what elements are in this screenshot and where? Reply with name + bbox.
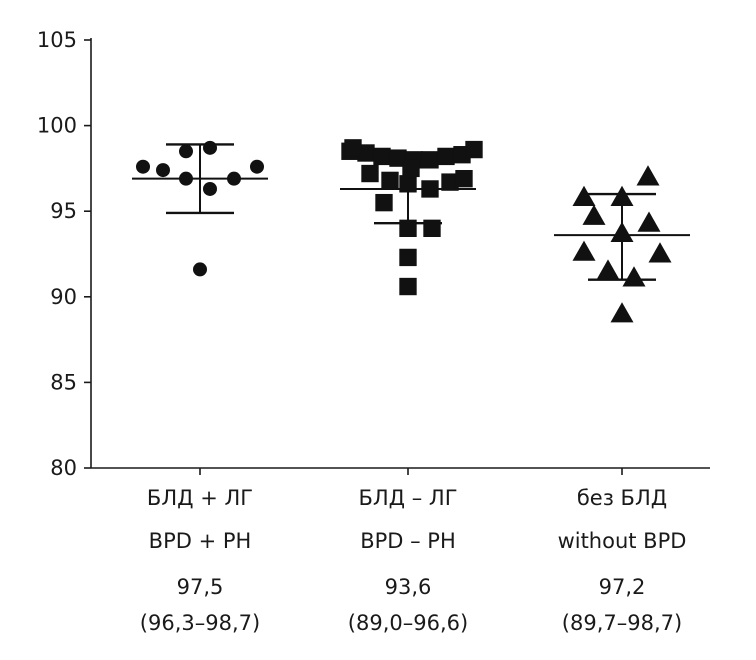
- data-point-square: [399, 219, 417, 237]
- data-point-square: [399, 175, 417, 193]
- y-tick-label: 90: [50, 285, 77, 309]
- data-point-circle: [227, 171, 241, 186]
- category-label-en: BPD + PH: [149, 529, 252, 553]
- y-tick-label: 100: [37, 114, 77, 138]
- data-point-square: [375, 193, 393, 212]
- y-tick-label: 95: [50, 199, 77, 223]
- data-point-circle: [193, 262, 207, 277]
- y-tick-label: 105: [37, 28, 77, 52]
- category-labels: БЛД + ЛГ BPD + PH 97,5 (96,3–98,7) БЛД – ЛГ B…: [140, 486, 687, 635]
- data-point-circle: [250, 159, 264, 174]
- category-label-en: without BPD: [558, 529, 687, 553]
- category-label-ru: БЛД – ЛГ: [358, 486, 457, 510]
- data-point-square: [399, 277, 417, 296]
- data-point-triangle: [636, 165, 660, 186]
- group-circle: [132, 140, 268, 277]
- data-point-circle: [156, 163, 170, 178]
- stat-value: 97,2: [599, 575, 646, 599]
- category-label-en: BPD – PH: [360, 529, 456, 553]
- data-point-square: [441, 173, 459, 191]
- data-point-circle: [179, 171, 193, 186]
- data-point-square: [399, 248, 417, 267]
- group-square: [340, 139, 483, 296]
- data-point-square: [373, 147, 391, 166]
- stat-range: (89,0–96,6): [348, 611, 468, 635]
- data-point-triangle: [582, 204, 606, 225]
- data-point-square: [381, 171, 399, 190]
- data-point-square: [455, 169, 473, 188]
- data-point-square: [361, 164, 379, 183]
- data-point-square: [421, 180, 439, 198]
- data-groups: [132, 139, 690, 323]
- data-point-square: [465, 140, 483, 159]
- data-point-circle: [179, 144, 193, 159]
- stat-value: 93,6: [385, 575, 432, 599]
- data-point-triangle: [648, 242, 672, 263]
- data-point-triangle: [610, 185, 634, 207]
- data-point-triangle: [622, 266, 646, 287]
- x-axis: [91, 467, 710, 475]
- category-label-ru: БЛД + ЛГ: [147, 486, 253, 510]
- stat-range: (96,3–98,7): [140, 611, 260, 635]
- data-point-triangle: [610, 221, 634, 242]
- y-tick-label: 85: [50, 370, 77, 394]
- data-point-triangle: [596, 259, 620, 280]
- data-point-circle: [136, 159, 150, 174]
- category-label-ru: без БЛД: [577, 486, 667, 510]
- data-point-square: [437, 147, 455, 166]
- data-point-square: [344, 139, 362, 157]
- data-point-triangle: [572, 185, 596, 207]
- y-tick-label: 80: [50, 456, 77, 480]
- y-axis: 80 85 90 95 100 105: [37, 28, 92, 480]
- data-point-square: [423, 219, 441, 237]
- data-point-square: [421, 151, 439, 169]
- stat-range: (89,7–98,7): [562, 611, 682, 635]
- group-triangle: [554, 165, 690, 323]
- data-point-circle: [203, 140, 217, 155]
- data-point-square: [402, 159, 420, 178]
- data-point-triangle: [637, 211, 661, 232]
- data-point-triangle: [610, 302, 634, 323]
- data-point-triangle: [572, 240, 596, 261]
- stat-value: 97,5: [177, 575, 224, 599]
- data-point-circle: [203, 181, 217, 196]
